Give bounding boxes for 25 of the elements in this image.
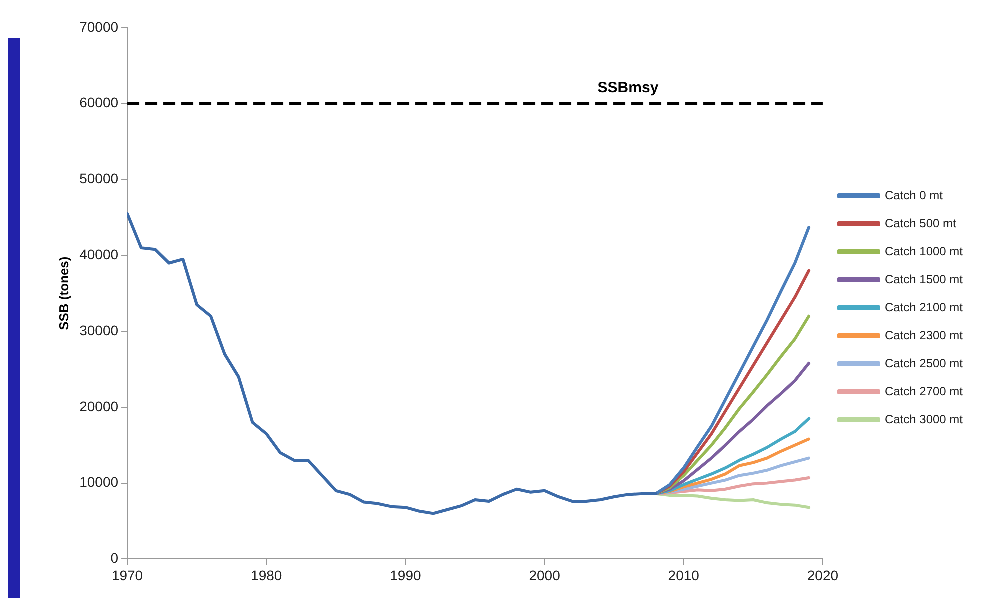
- x-tick-label: 1980: [251, 567, 282, 584]
- legend-label: Catch 2700 mt: [884, 384, 964, 398]
- legend-label: Catch 3000 mt: [884, 412, 964, 426]
- legend-label: Catch 500 mt: [884, 216, 957, 230]
- x-tick-label: 2020: [807, 567, 839, 584]
- x-tick-label: 2010: [668, 567, 700, 584]
- y-tick-label: 20000: [80, 398, 119, 414]
- y-tick-label: 40000: [80, 246, 119, 263]
- legend-label: Catch 2500 mt: [884, 356, 964, 370]
- y-tick-label: 50000: [80, 170, 119, 187]
- y-tick-label: 10000: [80, 474, 119, 490]
- legend-label: Catch 1000 mt: [884, 244, 964, 258]
- x-tick-label: 1990: [390, 567, 422, 584]
- legend-label: Catch 2100 mt: [884, 300, 964, 314]
- y-tick-label: 70000: [80, 18, 119, 35]
- y-tick-label: 30000: [80, 322, 119, 338]
- legend-label: Catch 0 mt: [884, 188, 944, 202]
- ref-line-label: SSBmsy: [598, 80, 660, 97]
- legend-label: Catch 2300 mt: [884, 328, 964, 342]
- y-axis-title: SSB (tones): [56, 256, 72, 330]
- legend-label: Catch 1500 mt: [884, 272, 964, 286]
- y-tick-label: 0: [110, 550, 119, 566]
- x-tick-label: 2000: [529, 567, 561, 584]
- x-tick-label: 1970: [112, 567, 144, 584]
- y-tick-label: 60000: [80, 94, 119, 111]
